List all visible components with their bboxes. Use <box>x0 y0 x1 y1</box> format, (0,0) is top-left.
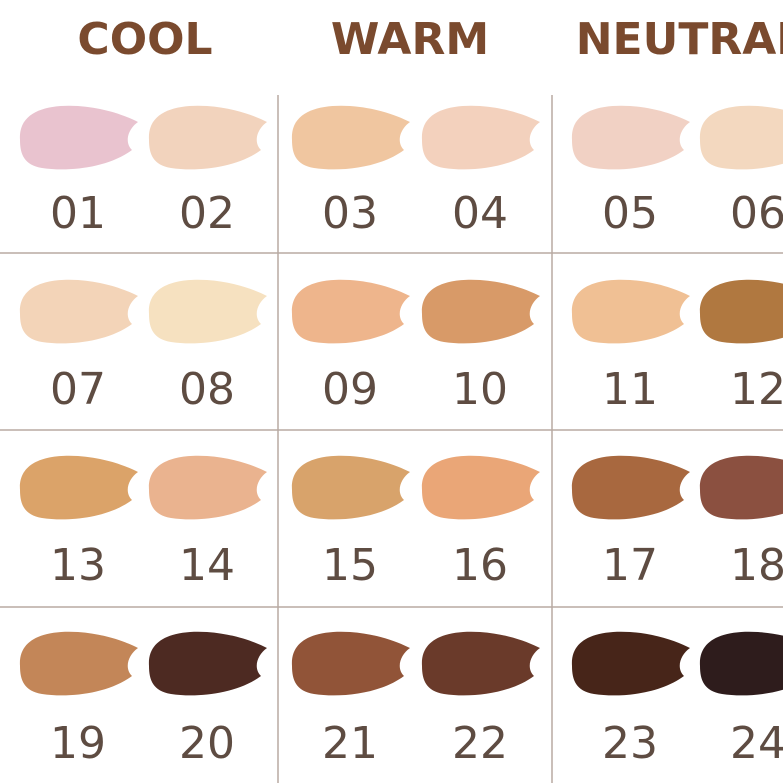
swatch <box>421 105 540 170</box>
shade-number: 10 <box>452 364 508 415</box>
shade-number: 23 <box>602 718 658 769</box>
shade-number: 24 <box>730 718 783 769</box>
shade-number: 18 <box>730 540 783 591</box>
swatch <box>421 279 540 344</box>
shade-number: 05 <box>602 188 658 239</box>
swatch <box>19 631 138 696</box>
shade-number: 09 <box>322 364 378 415</box>
swatch <box>291 631 410 696</box>
shade-number: 06 <box>730 188 783 239</box>
swatch <box>148 455 267 520</box>
swatch <box>571 105 690 170</box>
swatch <box>148 279 267 344</box>
shade-number: 02 <box>179 188 235 239</box>
swatch <box>571 455 690 520</box>
shade-number: 12 <box>730 364 783 415</box>
shade-number: 14 <box>179 540 235 591</box>
group-heading: COOL <box>77 14 212 65</box>
swatch <box>291 455 410 520</box>
shade-number: 07 <box>50 364 106 415</box>
shade-number: 19 <box>50 718 106 769</box>
swatch <box>699 455 783 520</box>
swatch <box>571 631 690 696</box>
swatch <box>699 631 783 696</box>
swatch <box>19 105 138 170</box>
shade-number: 04 <box>452 188 508 239</box>
shade-number: 01 <box>50 188 106 239</box>
shade-number: 20 <box>179 718 235 769</box>
shade-number: 15 <box>322 540 378 591</box>
group-heading: NEUTRAL <box>576 14 783 65</box>
group-heading: WARM <box>331 14 489 65</box>
swatch <box>699 105 783 170</box>
shade-number: 08 <box>179 364 235 415</box>
shade-number: 22 <box>452 718 508 769</box>
swatch <box>571 279 690 344</box>
swatch <box>148 631 267 696</box>
swatch <box>291 279 410 344</box>
shade-number: 16 <box>452 540 508 591</box>
shade-number: 03 <box>322 188 378 239</box>
swatch <box>148 105 267 170</box>
swatch <box>291 105 410 170</box>
shade-number: 11 <box>602 364 658 415</box>
swatch <box>699 279 783 344</box>
swatch <box>19 279 138 344</box>
shade-number: 13 <box>50 540 106 591</box>
shade-number: 21 <box>322 718 378 769</box>
swatch <box>421 455 540 520</box>
swatch <box>19 455 138 520</box>
shade-number: 17 <box>602 540 658 591</box>
swatch <box>421 631 540 696</box>
